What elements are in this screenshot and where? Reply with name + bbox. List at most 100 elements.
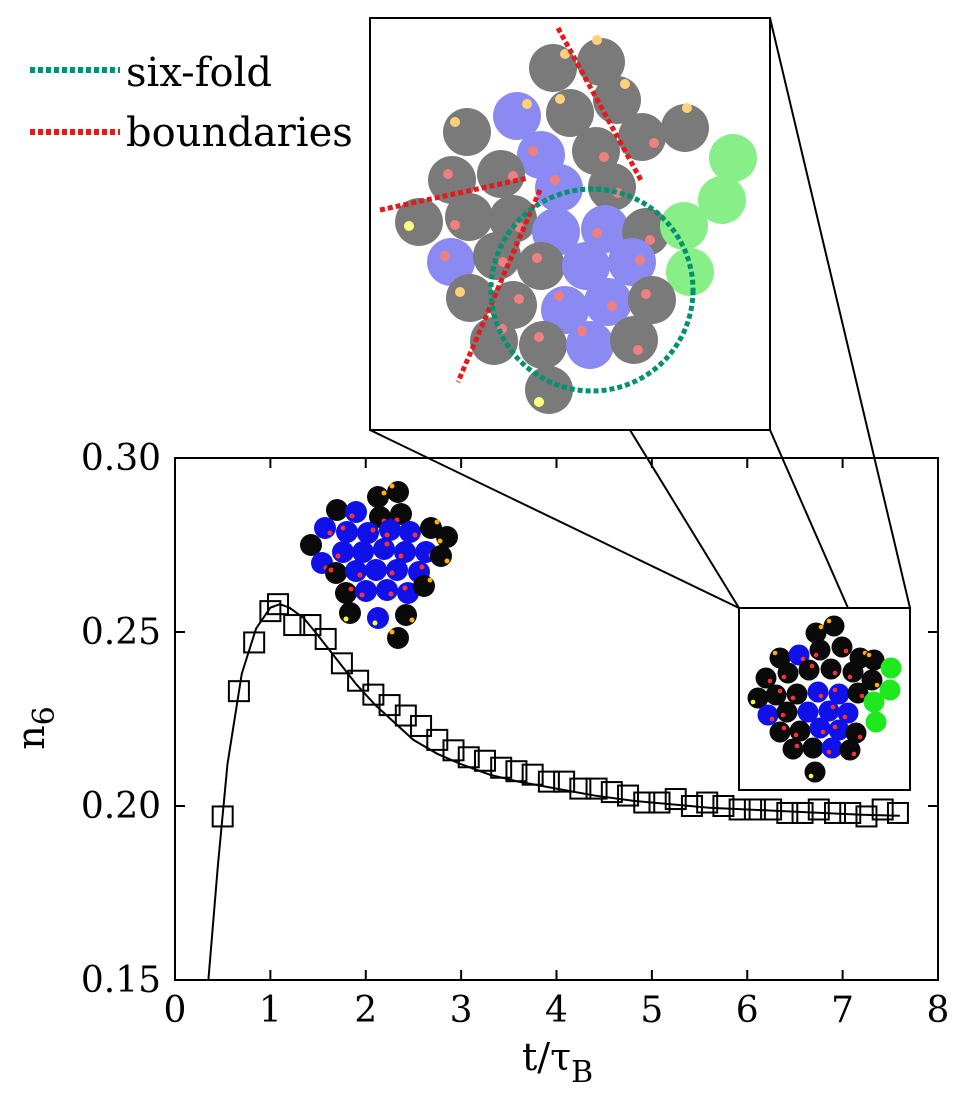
data-point: [243, 631, 266, 654]
particle-patch: [826, 749, 832, 755]
particle-patch: [793, 732, 799, 738]
particle: [326, 499, 348, 521]
data-point: [410, 714, 433, 737]
particle-patch: [633, 345, 643, 355]
particle-patch: [388, 591, 394, 597]
particle: [776, 701, 798, 723]
data-point: [347, 669, 370, 692]
data-point: [760, 798, 783, 821]
particle: [314, 517, 336, 539]
inset-peak-snapshot: [300, 481, 458, 649]
particle-patch: [809, 663, 815, 669]
y-axis-label: n6: [9, 706, 62, 750]
particle-patch: [340, 525, 346, 531]
inset-late-snapshot: [747, 615, 902, 783]
particle: [336, 521, 358, 543]
particle-patch: [359, 592, 365, 598]
particle-patch: [398, 553, 404, 559]
data-markers: [211, 593, 909, 828]
particle: [755, 667, 777, 689]
particle-patch: [620, 79, 630, 89]
particle: [436, 526, 458, 548]
legend: six-fold boundaries: [30, 50, 353, 156]
particle: [880, 657, 902, 679]
particle-patch: [781, 674, 787, 680]
particle-patch: [560, 49, 570, 59]
zoom-overlays: [379, 26, 696, 394]
particle-patch: [635, 255, 645, 265]
x-axis-label: t/τB: [522, 1035, 593, 1090]
particle: [373, 538, 395, 560]
boundary-line-1: [379, 175, 529, 213]
particle: [842, 661, 864, 683]
y-tick-label: 0.20: [81, 786, 161, 827]
particle: [541, 286, 589, 334]
legend-six-fold-label: six-fold: [126, 50, 272, 96]
particle: [807, 681, 829, 703]
particle-patch: [832, 724, 838, 730]
zoom-particles: [395, 35, 757, 414]
particle: [489, 281, 537, 329]
particle: [399, 521, 421, 543]
particle-patch: [842, 714, 848, 720]
connector-4: [769, 17, 911, 609]
x-tick-label: 8: [927, 990, 950, 1031]
connector-2: [629, 429, 740, 609]
data-point: [553, 770, 576, 793]
particle-patch: [443, 169, 453, 179]
data-point: [457, 746, 480, 769]
data-point: [490, 756, 513, 779]
data-point: [617, 784, 640, 807]
particle-patch: [800, 656, 806, 662]
data-point: [776, 801, 799, 824]
six-fold-circle: [488, 186, 696, 394]
particle-patch: [389, 629, 395, 635]
boundary-line-2: [455, 189, 543, 383]
particle: [325, 562, 347, 584]
data-point: [839, 801, 862, 824]
x-tick-label: 3: [450, 990, 473, 1031]
particle: [809, 717, 831, 739]
particle: [666, 248, 714, 296]
particle-patch: [649, 138, 659, 148]
data-point: [648, 791, 671, 814]
data-point: [743, 798, 766, 821]
particle-patch: [857, 734, 863, 740]
particle-patch: [450, 117, 460, 127]
x-tick-label: 5: [640, 990, 663, 1031]
x-axis-label-sub: B: [571, 1055, 593, 1090]
data-point: [521, 763, 544, 786]
particle: [357, 522, 379, 544]
y-axis-label-main: n: [9, 725, 53, 749]
particle-patch: [372, 620, 378, 626]
particle: [769, 721, 791, 743]
data-point: [712, 795, 735, 817]
particle: [345, 560, 367, 582]
y-tick-label: 0.15: [81, 960, 161, 1001]
particle-patch: [859, 693, 865, 699]
particle: [352, 541, 374, 563]
particle-patch: [832, 687, 838, 693]
data-point: [728, 798, 751, 821]
x-tick-label: 6: [736, 990, 759, 1031]
particle: [367, 486, 389, 508]
particle-patch: [772, 650, 778, 656]
particle-patch: [327, 530, 333, 536]
particle-patch: [404, 221, 414, 231]
particle: [839, 739, 861, 761]
data-point: [259, 600, 282, 623]
particle: [395, 604, 417, 626]
particle-patch: [389, 570, 395, 576]
data-point: [696, 791, 719, 814]
data-point: [314, 627, 337, 650]
particle-patch: [389, 483, 395, 489]
particle-patch: [409, 617, 415, 623]
data-point: [227, 680, 250, 703]
particle: [879, 679, 901, 701]
particle: [519, 321, 567, 369]
particle: [379, 519, 401, 541]
particle-patch: [818, 624, 824, 630]
particle-patch: [599, 152, 609, 162]
particle: [588, 163, 636, 211]
